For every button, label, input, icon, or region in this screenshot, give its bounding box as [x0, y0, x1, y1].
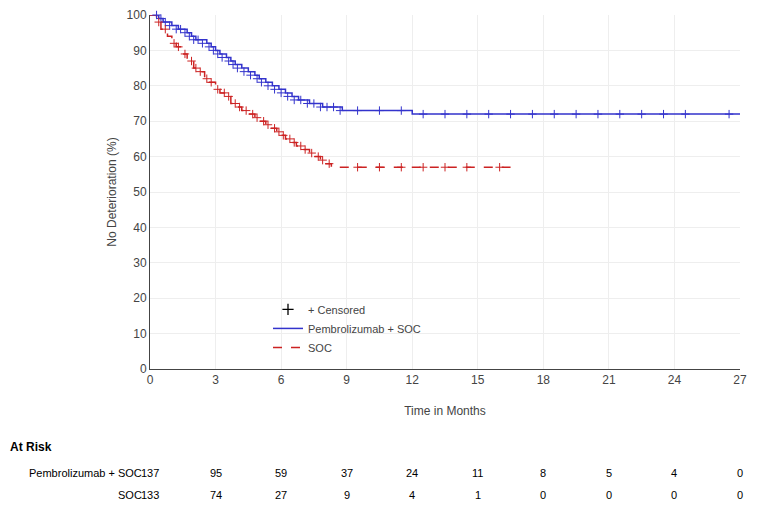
svg-text:Time in Months: Time in Months — [404, 404, 486, 418]
svg-text:+ Censored: + Censored — [308, 304, 365, 316]
svg-text:137: 137 — [141, 467, 159, 479]
svg-text:70: 70 — [133, 114, 147, 128]
svg-text:At Risk: At Risk — [10, 440, 52, 454]
svg-text:0: 0 — [671, 489, 677, 501]
svg-text:SOC: SOC — [308, 342, 332, 354]
svg-text:27: 27 — [733, 373, 747, 387]
svg-text:21: 21 — [602, 373, 616, 387]
svg-text:100: 100 — [127, 8, 147, 22]
svg-text:1: 1 — [475, 489, 481, 501]
svg-text:0: 0 — [540, 489, 546, 501]
svg-text:133: 133 — [141, 489, 159, 501]
svg-text:40: 40 — [133, 221, 147, 235]
svg-text:0: 0 — [140, 362, 147, 376]
svg-text:0: 0 — [737, 489, 743, 501]
svg-text:3: 3 — [212, 373, 219, 387]
svg-text:No Deterioration (%): No Deterioration (%) — [105, 137, 119, 246]
svg-text:59: 59 — [275, 467, 287, 479]
svg-text:4: 4 — [671, 467, 677, 479]
svg-text:Pembrolizumab + SOC: Pembrolizumab + SOC — [308, 323, 421, 335]
svg-text:0: 0 — [737, 467, 743, 479]
svg-text:5: 5 — [606, 467, 612, 479]
svg-text:12: 12 — [406, 373, 420, 387]
svg-text:37: 37 — [341, 467, 353, 479]
svg-text:11: 11 — [472, 467, 483, 479]
svg-text:6: 6 — [278, 373, 285, 387]
svg-text:9: 9 — [344, 489, 350, 501]
svg-text:4: 4 — [409, 489, 415, 501]
svg-text:95: 95 — [210, 467, 222, 479]
svg-text:90: 90 — [133, 44, 147, 58]
svg-text:SOC: SOC — [118, 489, 142, 501]
svg-text:24: 24 — [406, 467, 418, 479]
svg-text:20: 20 — [133, 291, 147, 305]
svg-text:Pembrolizumab + SOC: Pembrolizumab + SOC — [29, 467, 142, 479]
svg-text:80: 80 — [133, 79, 147, 93]
svg-text:24: 24 — [668, 373, 682, 387]
svg-text:27: 27 — [275, 489, 287, 501]
svg-text:74: 74 — [210, 489, 222, 501]
svg-text:0: 0 — [606, 489, 612, 501]
svg-text:18: 18 — [537, 373, 551, 387]
svg-text:30: 30 — [133, 256, 147, 270]
svg-text:15: 15 — [471, 373, 485, 387]
svg-text:50: 50 — [133, 185, 147, 199]
svg-text:9: 9 — [343, 373, 350, 387]
svg-text:0: 0 — [147, 373, 154, 387]
svg-text:60: 60 — [133, 150, 147, 164]
svg-text:8: 8 — [540, 467, 546, 479]
svg-text:10: 10 — [133, 327, 147, 341]
